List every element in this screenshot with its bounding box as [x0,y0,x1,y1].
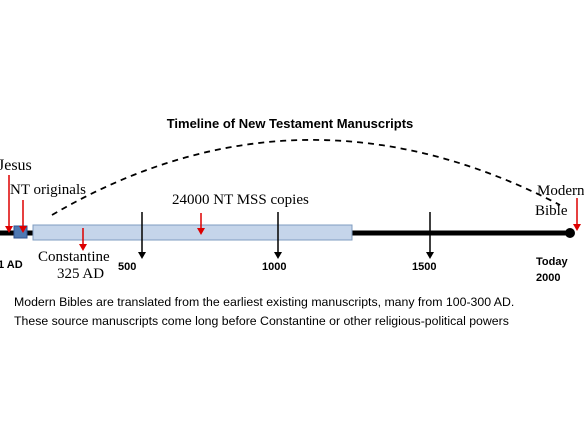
tick-label: 1000 [262,261,286,273]
start-label: 1 AD [0,259,23,271]
caption-line: These source manuscripts come long befor… [14,314,509,328]
originals-label: NT originals [10,182,86,198]
end-dot [565,228,575,238]
caption-line: Modern Bibles are translated from the ea… [14,295,514,309]
jesus-label: Jesus [0,157,32,174]
constantine-label: Constantine [38,249,110,265]
red-arrows [8,175,578,246]
tick-label: 1500 [412,261,436,273]
arc [51,139,561,216]
red-arrow-heads [5,224,581,251]
end-label: Today [536,256,568,268]
end-label: 2000 [536,272,560,284]
modern-label: Modern [537,183,584,199]
copies-label: 24000 NT MSS copies [172,192,309,208]
ticks [141,212,431,254]
title: Timeline of New Testament Manuscripts [167,116,414,131]
modern-label: Bible [535,203,568,219]
constantine-date: 325 AD [57,266,104,282]
tick-label: 500 [118,261,136,273]
tick-heads [138,252,434,259]
copies-bar [32,224,353,241]
